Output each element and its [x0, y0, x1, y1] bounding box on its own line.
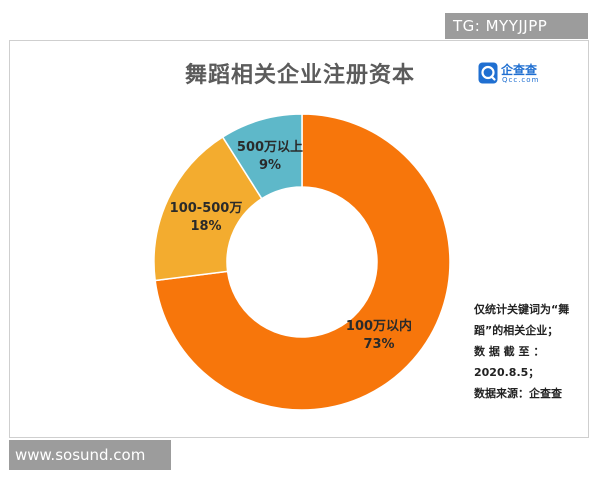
slice-value-label: 9% — [259, 158, 281, 173]
logo-name-cn: 企查查 — [501, 63, 538, 77]
note-line: 2020.8.5； — [474, 366, 540, 379]
slice-value-label: 73% — [363, 337, 394, 352]
donut-slice — [154, 113, 451, 411]
qcc-logo: 企查查 Qcc.com — [478, 61, 558, 87]
qcc-logo-icon — [478, 62, 498, 84]
slice-category-label: 500万以上 — [237, 140, 303, 155]
donut-slice — [153, 136, 263, 282]
logo-name-en: Qcc.com — [502, 76, 540, 84]
chart-title: 舞蹈相关企业注册资本 — [184, 63, 415, 88]
note-line: 数 据 截 至 ： — [474, 345, 545, 358]
note-line: 仅统计关键词为“舞 — [474, 303, 570, 316]
slice-category-label: 100-500万 — [170, 201, 243, 216]
watermark-bottom: www.sosund.com — [9, 440, 171, 470]
note-line: 蹈”的相关企业； — [474, 324, 559, 337]
slice-value-label: 18% — [190, 219, 221, 234]
donut-slice — [221, 113, 303, 200]
slice-category-label: 100万以内 — [346, 318, 412, 334]
note-line: 数据来源：企查查 — [474, 387, 562, 400]
watermark-top: TG: MYYJJPP — [445, 13, 588, 39]
chart-notes: 仅统计关键词为“舞 蹈”的相关企业； 数 据 截 至 ： 2020.8.5； 数… — [474, 299, 584, 404]
